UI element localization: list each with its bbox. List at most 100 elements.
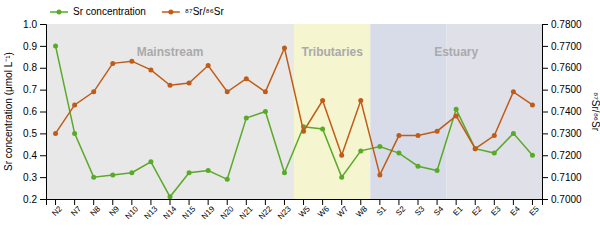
- x-tick-mark: [322, 199, 323, 205]
- y2-tick: 0.7700: [542, 41, 582, 52]
- series-point: [358, 98, 363, 103]
- legend-label: Sr concentration: [73, 6, 146, 17]
- x-tick-mark: [93, 199, 94, 205]
- y-tick-label: 0.4: [23, 150, 37, 161]
- y-tick: 1.0: [23, 19, 46, 30]
- series-point: [454, 107, 459, 112]
- x-tick: S2: [394, 199, 408, 218]
- series-point: [244, 76, 249, 81]
- x-tick-label: N14: [162, 204, 179, 221]
- legend-label: ⁸⁷Sr/⁸⁶Sr: [185, 6, 225, 17]
- series-point: [129, 170, 134, 175]
- y-tick-mark: [40, 68, 46, 69]
- x-tick-label: N2: [50, 204, 64, 218]
- x-tick-label: E5: [528, 204, 542, 218]
- y2-tick-label: 0.7700: [551, 41, 582, 52]
- region: [294, 24, 370, 199]
- series-point: [435, 168, 440, 173]
- series-point: [263, 109, 268, 114]
- y2-tick-label: 0.7500: [551, 84, 582, 95]
- x-tick: N14: [162, 199, 179, 221]
- y-tick-label: 0.3: [23, 172, 37, 183]
- chart: MainstreamTributariesEstuaryN2N7N8N9N10N…: [0, 0, 600, 235]
- legend-item: ⁸⁷Sr/⁸⁶Sr: [162, 6, 225, 17]
- series-point: [377, 172, 382, 177]
- x-tick: N9: [108, 199, 122, 218]
- y2-tick-label: 0.7000: [551, 194, 582, 205]
- y2-tick: 0.7500: [542, 84, 582, 95]
- x-axis: N2N7N8N9N10N13N14N15N19N20N21N22N23W5W6W…: [47, 199, 543, 221]
- series-point: [187, 170, 192, 175]
- x-tick: W6: [316, 199, 331, 219]
- series-point: [396, 151, 401, 156]
- x-tick-label: N22: [257, 204, 274, 221]
- series-point: [91, 175, 96, 180]
- series-point: [492, 133, 497, 138]
- x-tick: N20: [219, 199, 236, 221]
- x-tick: E3: [489, 199, 503, 218]
- series-line: [56, 48, 533, 175]
- y2-tick: 0.7000: [542, 194, 582, 205]
- x-tick-label: W7: [335, 204, 350, 219]
- series-point: [358, 148, 363, 153]
- x-tick-label: N9: [108, 204, 122, 218]
- y-tick-label: 0.2: [23, 194, 37, 205]
- x-tick-mark: [170, 199, 171, 205]
- x-tick: N8: [88, 199, 102, 218]
- y2-axis-title: ⁸⁷Sr/⁸⁶Sr: [590, 92, 600, 132]
- series-point: [282, 46, 287, 51]
- series-point: [530, 153, 535, 158]
- y-tick: 0.8: [23, 62, 46, 73]
- series-point: [110, 61, 115, 66]
- legend-marker: [168, 10, 173, 15]
- x-tick: E4: [508, 199, 522, 218]
- x-tick: E2: [470, 199, 484, 218]
- x-tick-mark: [303, 199, 304, 205]
- x-tick-mark: [494, 199, 495, 205]
- y-tick-mark: [40, 177, 46, 178]
- y2-tick-mark: [542, 155, 548, 156]
- series-point: [187, 81, 192, 86]
- x-tick-label: N23: [276, 204, 293, 221]
- x-tick-mark: [532, 199, 533, 205]
- y-tick-mark: [40, 112, 46, 113]
- x-tick-label: N21: [238, 204, 255, 221]
- y2-tick: 0.7600: [542, 62, 582, 73]
- y-tick: 0.3: [23, 172, 46, 183]
- y2-tick-mark: [542, 46, 548, 47]
- x-tick-mark: [265, 199, 266, 205]
- series-point: [225, 177, 230, 182]
- series-point: [301, 129, 306, 134]
- y2-tick-mark: [542, 177, 548, 178]
- x-tick-mark: [112, 199, 113, 205]
- x-tick-mark: [456, 199, 457, 205]
- series-point: [454, 113, 459, 118]
- series-point: [53, 131, 58, 136]
- y2-tick: 0.7100: [542, 172, 582, 183]
- y2-tick: 0.7400: [542, 106, 582, 117]
- x-tick-label: S3: [413, 204, 427, 218]
- x-tick: N19: [200, 199, 217, 221]
- y-tick-mark: [40, 46, 46, 47]
- x-tick: S1: [375, 199, 389, 218]
- x-tick: E1: [451, 199, 465, 218]
- x-tick-mark: [150, 199, 151, 205]
- series-point: [396, 133, 401, 138]
- series-point: [53, 43, 58, 48]
- x-tick-mark: [360, 199, 361, 205]
- y-tick: 0.7: [23, 84, 46, 95]
- x-tick-label: S2: [394, 204, 408, 218]
- x-tick-mark: [55, 199, 56, 205]
- x-tick-label: E1: [451, 204, 465, 218]
- x-tick-mark: [341, 199, 342, 205]
- x-tick-mark: [437, 199, 438, 205]
- x-tick-label: N10: [123, 204, 140, 221]
- series-point: [416, 164, 421, 169]
- x-tick-label: N19: [200, 204, 217, 221]
- annotations: MainstreamTributariesEstuary: [137, 45, 479, 59]
- series-point: [435, 129, 440, 134]
- y-axis-line: [40, 25, 47, 200]
- y2-tick-mark: [542, 90, 548, 91]
- x-tick-label: N13: [143, 204, 160, 221]
- y-tick: 0.2: [23, 194, 46, 205]
